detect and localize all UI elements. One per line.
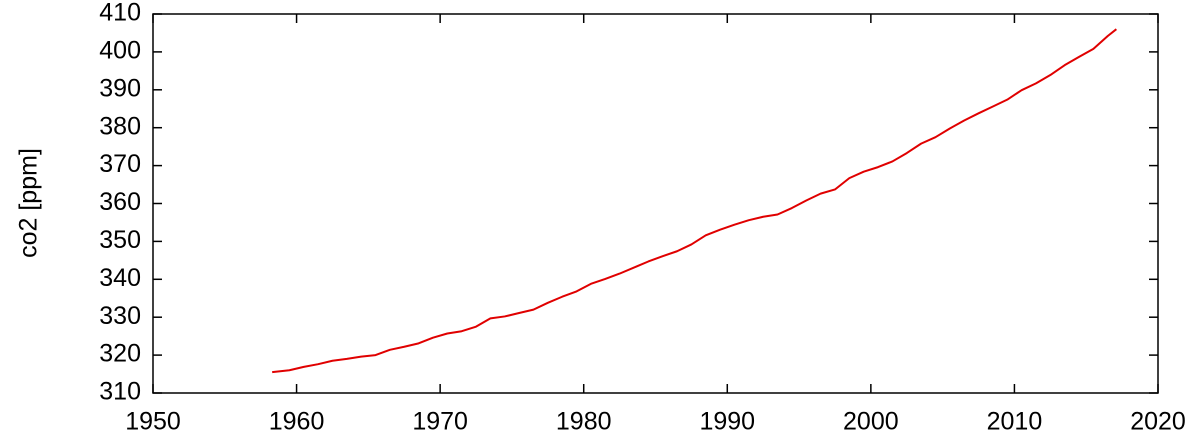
y-tick-label: 310 <box>99 378 141 406</box>
x-tick-label: 2010 <box>987 408 1043 436</box>
x-tick-label: 1990 <box>699 408 755 436</box>
y-tick-label: 360 <box>99 188 141 216</box>
y-tick-label: 350 <box>99 226 141 254</box>
y-tick-label: 380 <box>99 112 141 140</box>
y-tick-label: 320 <box>99 340 141 368</box>
co2-line <box>272 28 1117 374</box>
x-tick-label: 1960 <box>269 408 325 436</box>
x-tick-label: 1970 <box>412 408 468 436</box>
y-tick-label: 410 <box>99 0 141 27</box>
y-tick-label: 400 <box>99 37 141 65</box>
x-tick-label: 1980 <box>556 408 612 436</box>
x-tick-label: 2000 <box>843 408 899 436</box>
y-tick-label: 330 <box>99 302 141 330</box>
x-tick-label: 2020 <box>1130 408 1186 436</box>
y-tick-label: 340 <box>99 264 141 292</box>
y-axis-label: co2 [ppm] <box>15 148 43 258</box>
plot-frame <box>152 13 1159 394</box>
y-tick-label: 370 <box>99 150 141 178</box>
x-tick-label: 1950 <box>125 408 181 436</box>
y-tick-label: 390 <box>99 74 141 102</box>
